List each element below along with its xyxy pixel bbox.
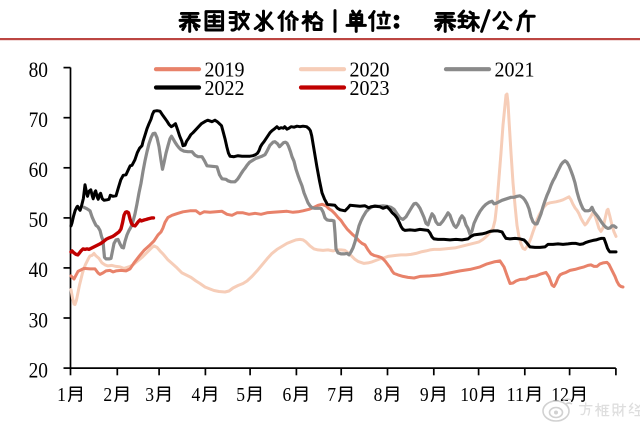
svg-text:70: 70 xyxy=(29,107,48,132)
svg-text:10: 10 xyxy=(460,384,478,406)
svg-text:50: 50 xyxy=(29,207,48,232)
svg-text:40: 40 xyxy=(29,257,48,282)
svg-text:2021: 2021 xyxy=(495,58,535,82)
svg-text:7: 7 xyxy=(327,384,336,406)
svg-text:5: 5 xyxy=(236,384,245,406)
svg-text:6: 6 xyxy=(283,384,292,406)
svg-text:20: 20 xyxy=(29,357,48,382)
svg-text:2022: 2022 xyxy=(205,76,245,100)
svg-text:4: 4 xyxy=(192,384,201,406)
svg-text:11: 11 xyxy=(507,384,525,406)
svg-text:60: 60 xyxy=(29,157,48,182)
svg-text:2023: 2023 xyxy=(350,76,390,100)
svg-text:3: 3 xyxy=(145,384,154,406)
svg-text:12: 12 xyxy=(551,384,569,406)
svg-text:2020: 2020 xyxy=(350,58,390,82)
svg-text:2: 2 xyxy=(103,384,112,406)
svg-text:30: 30 xyxy=(29,307,48,332)
svg-text:8: 8 xyxy=(374,384,383,406)
svg-text:80: 80 xyxy=(29,57,48,82)
svg-text:1: 1 xyxy=(57,384,66,406)
svg-text:9: 9 xyxy=(420,384,429,406)
svg-text:2019: 2019 xyxy=(205,58,245,82)
